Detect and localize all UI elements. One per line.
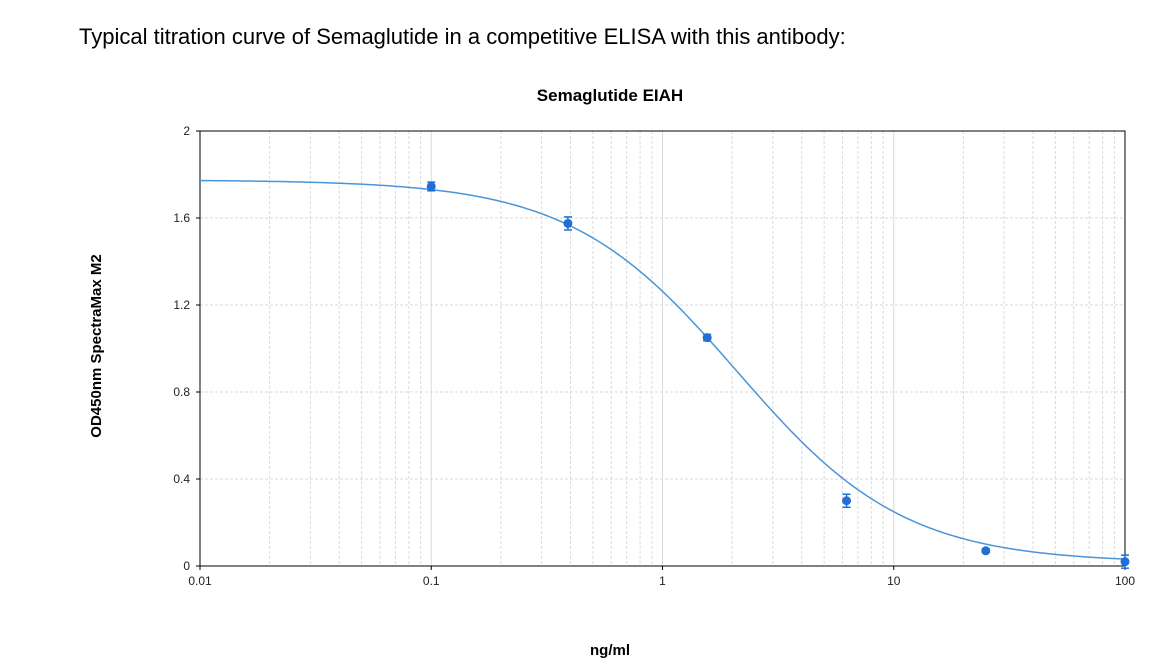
data-point xyxy=(426,181,436,191)
y-tick-label: 2 xyxy=(183,124,190,138)
y-tick-label: 1.6 xyxy=(173,211,190,225)
data-point xyxy=(563,218,573,228)
fit-curve-group xyxy=(199,179,1126,560)
y-tick-label: 1.2 xyxy=(173,298,190,312)
figure-caption: Typical titration curve of Semaglutide i… xyxy=(79,24,846,49)
tick-labels: 0 0.4 0.8 1.2 1.6 2 0.01 0.1 1 10 100 xyxy=(173,124,1135,588)
y-tick-label: 0 xyxy=(183,559,190,573)
grid-lines xyxy=(200,131,1125,566)
x-tick-label: 10 xyxy=(887,574,901,588)
y-axis-label: OD450nm SpectraMax M2 xyxy=(88,254,105,437)
x-tick-label: 0.01 xyxy=(188,574,212,588)
x-tick-label: 100 xyxy=(1115,574,1135,588)
y-tick-label: 0.8 xyxy=(173,385,190,399)
y-tick-label: 0.4 xyxy=(173,472,190,486)
chart-title: Semaglutide EIAH xyxy=(537,86,683,105)
axes xyxy=(196,130,1126,570)
data-points xyxy=(426,181,1130,569)
data-point xyxy=(981,546,991,556)
data-point xyxy=(1120,557,1130,567)
data-point xyxy=(702,333,712,343)
x-axis-label: ng/ml xyxy=(590,642,630,659)
fit-curve xyxy=(199,179,1126,560)
x-tick-label: 1 xyxy=(659,574,666,588)
data-point xyxy=(842,496,852,506)
x-tick-label: 0.1 xyxy=(423,574,440,588)
